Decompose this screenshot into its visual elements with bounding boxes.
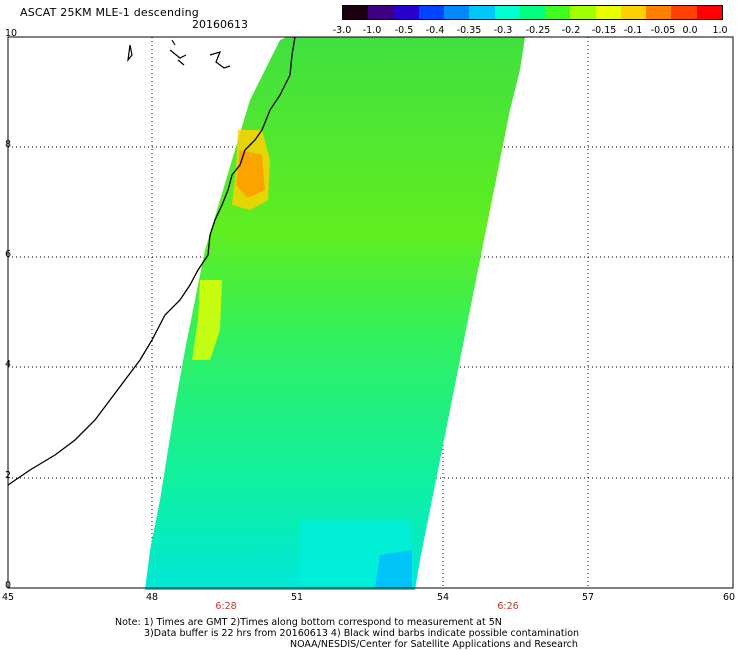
colorbar-swatch	[469, 6, 495, 19]
island	[127, 44, 133, 63]
colorbar-label: -0.2	[561, 25, 581, 36]
colorbar-label: -0.4	[425, 25, 445, 36]
grid-lines	[8, 37, 733, 588]
lon-label: 48	[145, 592, 159, 603]
lat-label: 4	[5, 359, 12, 370]
colorbar-swatch	[595, 6, 621, 19]
colorbar-swatch	[418, 6, 445, 19]
colorbar-swatch	[494, 6, 520, 19]
colorbar-label: -1.0	[362, 25, 382, 36]
lat-label: 0	[5, 580, 12, 591]
pass-time: 6:28	[215, 601, 237, 612]
lon-label: 45	[1, 592, 15, 603]
colorbar-swatch	[671, 6, 697, 19]
colorbar-swatch	[343, 6, 369, 19]
lat-label: 2	[5, 470, 12, 481]
colorbar-swatch	[696, 6, 722, 19]
map-date: 20160613	[192, 18, 248, 31]
colorbar-label: -0.15	[591, 25, 617, 36]
island	[209, 51, 231, 69]
map-frame	[7, 36, 734, 589]
lon-label: 54	[436, 592, 450, 603]
note-line-1: Note: 1) Times are GMT 2)Times along bot…	[115, 617, 502, 628]
colorbar-label: -0.25	[525, 25, 551, 36]
colorbar-swatch	[519, 6, 546, 19]
colorbar-label: -0.35	[456, 25, 482, 36]
lat-label: 8	[5, 139, 12, 150]
colorbar-label: -0.05	[650, 25, 676, 36]
colorbar-swatch	[620, 6, 647, 19]
colorbar-swatch	[393, 6, 419, 19]
colorbar-label: 1.0	[712, 25, 728, 36]
pass-time: 6:26	[497, 601, 519, 612]
note-line-2: 3)Data buffer is 22 hrs from 20160613 4)…	[144, 628, 580, 639]
colorbar-label: -3.0	[332, 25, 352, 36]
colorbar-swatch	[570, 6, 596, 19]
colorbar-labels: -3.0 -1.0 -0.5 -0.4 -0.35 -0.3 -0.25 -0.…	[328, 25, 738, 39]
blue-patch	[375, 550, 412, 588]
lat-label: 10	[5, 28, 18, 39]
colorbar	[342, 5, 723, 20]
lon-label: 60	[722, 592, 736, 603]
colorbar-label: 0.0	[682, 25, 698, 36]
warm-anomaly-core	[236, 150, 265, 198]
island	[169, 39, 187, 66]
lon-label: 57	[581, 592, 595, 603]
note-line-3: NOAA/NESDIS/Center for Satellite Applica…	[290, 639, 578, 650]
lat-label: 6	[5, 249, 12, 260]
colorbar-label: -0.3	[493, 25, 513, 36]
colorbar-label: -0.1	[623, 25, 643, 36]
coastline	[7, 36, 296, 486]
yellow-band	[192, 280, 222, 360]
colorbar-swatch	[444, 6, 470, 19]
colorbar-label: -0.5	[394, 25, 414, 36]
lon-label: 51	[290, 592, 304, 603]
colorbar-swatch	[545, 6, 571, 19]
colorbar-swatch	[646, 6, 672, 19]
colorbar-swatch	[368, 6, 394, 19]
map-title: ASCAT 25KM MLE-1 descending	[20, 6, 199, 19]
